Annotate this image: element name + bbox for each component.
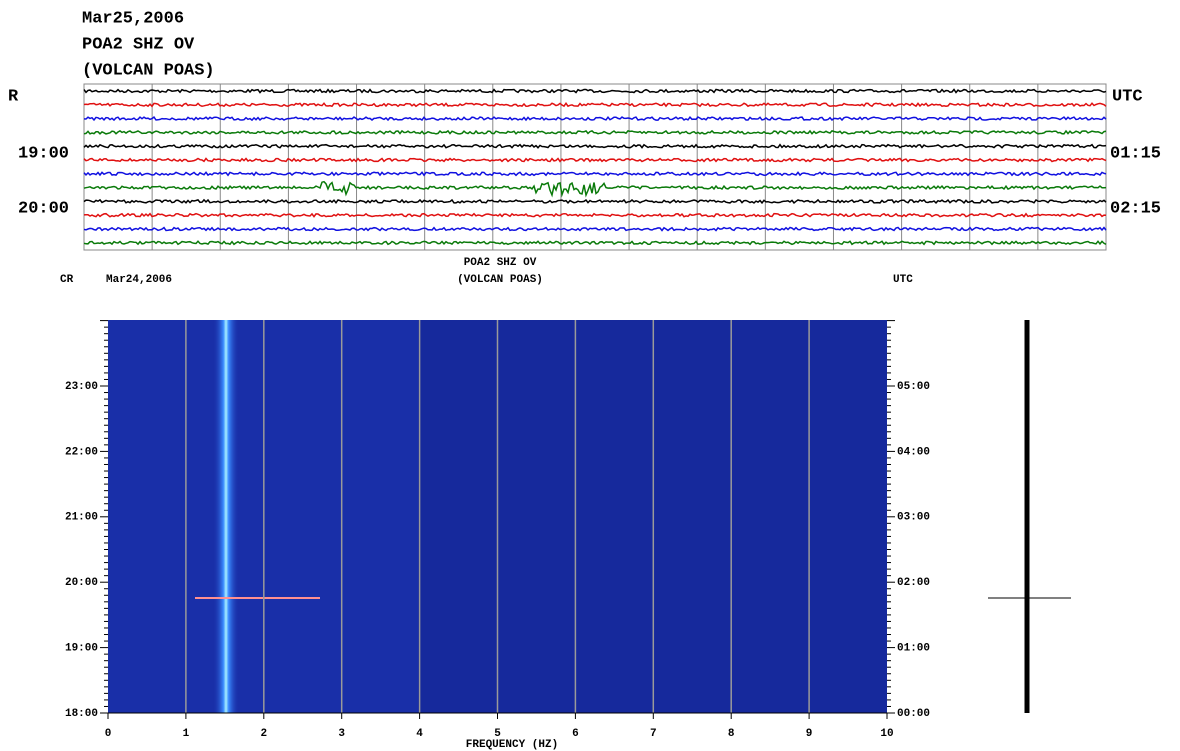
heli-date: Mar25,2006 [82, 9, 184, 28]
spec-date: Mar24,2006 [106, 274, 172, 286]
x-tick-label: 0 [105, 728, 112, 740]
helicorder-frame [83, 83, 1107, 251]
x-tick-label: 5 [494, 728, 501, 740]
y2-tick-label: 04:00 [897, 446, 930, 458]
heli-right-time: 02:15 [1110, 199, 1161, 218]
y-tick-label: 22:00 [65, 446, 98, 458]
x-tick-label: 10 [880, 728, 893, 740]
heli-right-label: UTC [1112, 87, 1143, 106]
y2-tick-label: 00:00 [897, 708, 930, 720]
helicorder-trace [83, 143, 1107, 149]
helicorder-trace [83, 171, 1107, 177]
x-tick-label: 7 [650, 728, 657, 740]
x-tick-label: 6 [572, 728, 579, 740]
helicorder-trace [83, 129, 1107, 135]
heli-station: POA2 SHZ OV [82, 35, 195, 54]
spectrogram-lowband [108, 320, 418, 713]
heli-site: (VOLCAN POAS) [82, 61, 215, 80]
spec-station: POA2 SHZ OV [464, 257, 537, 269]
helicorder-trace [83, 212, 1107, 218]
heli-left-time: 19:00 [18, 144, 69, 163]
y-tick-label: 21:00 [65, 512, 98, 524]
helicorder-trace [83, 101, 1107, 108]
helicorder-trace [83, 198, 1107, 205]
spec-right-label: UTC [893, 274, 913, 286]
spec-corner: CR [60, 274, 74, 286]
x-tick-label: 8 [728, 728, 735, 740]
heli-left-label: R [8, 87, 19, 106]
y2-tick-label: 02:00 [897, 577, 930, 589]
y2-tick-label: 01:00 [897, 643, 930, 655]
helicorder-trace [83, 226, 1107, 232]
y-tick-label: 18:00 [65, 708, 98, 720]
spec-site: (VOLCAN POAS) [457, 274, 543, 286]
x-axis-title: FREQUENCY (HZ) [466, 739, 558, 751]
x-tick-label: 2 [260, 728, 267, 740]
x-tick-label: 1 [183, 728, 190, 740]
x-tick-label: 9 [806, 728, 813, 740]
y-tick-label: 23:00 [65, 381, 98, 393]
y-tick-label: 19:00 [65, 643, 98, 655]
helicorder-trace [83, 240, 1107, 246]
y-tick-label: 20:00 [65, 577, 98, 589]
spectrogram-peak [213, 320, 239, 713]
heli-left-time: 20:00 [18, 199, 69, 218]
x-tick-label: 3 [338, 728, 345, 740]
y2-tick-label: 03:00 [897, 512, 930, 524]
helicorder-trace [83, 157, 1107, 163]
helicorder-trace [83, 180, 1107, 198]
helicorder-trace [83, 115, 1107, 122]
helicorder-trace [83, 88, 1107, 94]
y2-tick-label: 05:00 [897, 381, 930, 393]
x-tick-label: 4 [416, 728, 423, 740]
heli-right-time: 01:15 [1110, 144, 1161, 163]
